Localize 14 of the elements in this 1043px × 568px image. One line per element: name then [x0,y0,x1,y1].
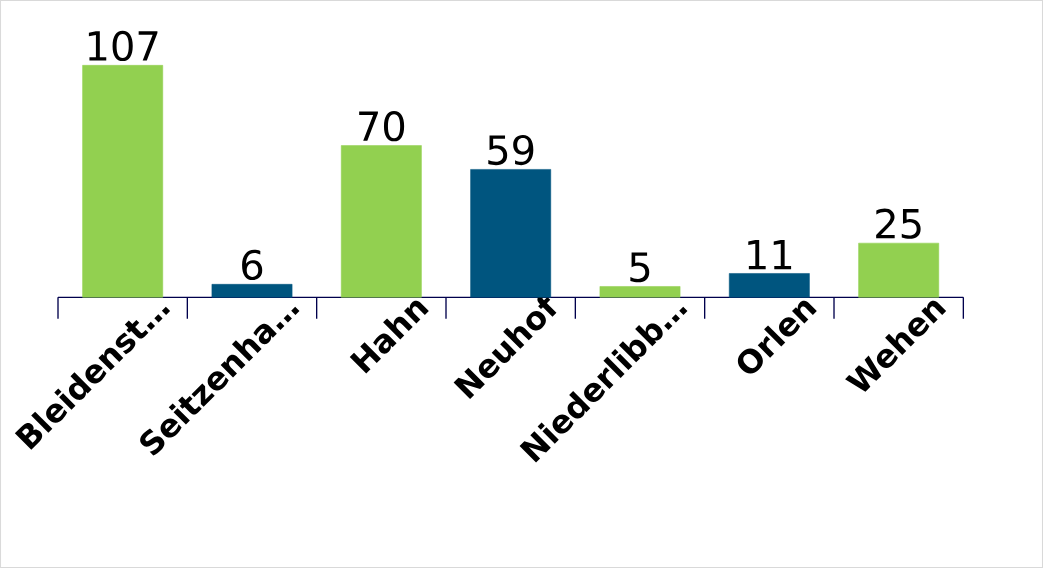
bar [599,286,681,298]
bar [728,273,810,298]
data-label: 59 [488,134,534,166]
bar [470,169,552,298]
data-label: 6 [242,249,263,281]
bar [211,284,293,298]
data-label: 70 [359,111,405,142]
bar [858,242,940,298]
data-label: 25 [876,208,921,239]
data-label: 11 [748,240,792,270]
data-label: 5 [630,252,650,283]
data-label: 107 [88,30,158,62]
bar [82,65,164,298]
bar [340,145,422,298]
